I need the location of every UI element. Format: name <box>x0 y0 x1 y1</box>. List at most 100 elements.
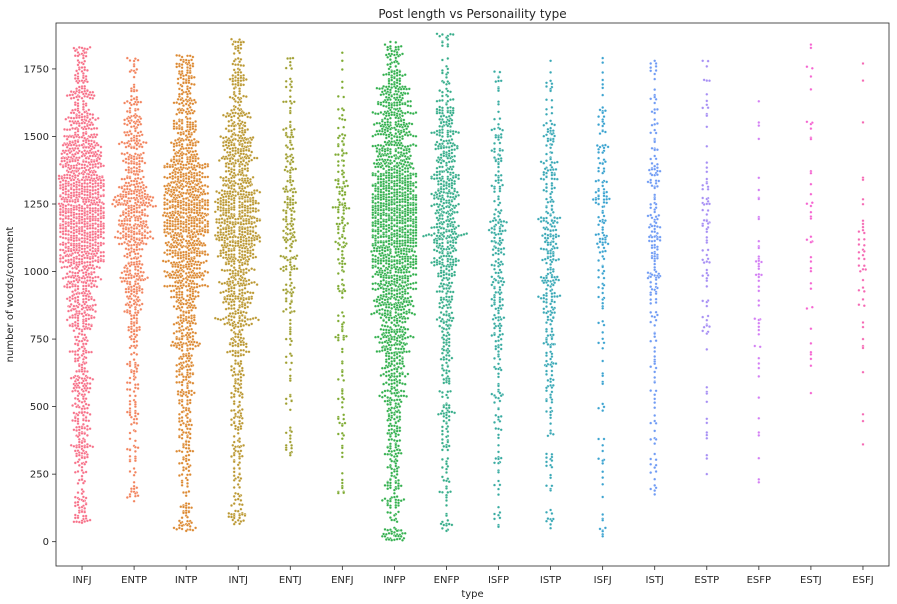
data-point-intj <box>231 82 235 86</box>
data-point-intp <box>192 82 196 87</box>
data-point-intj <box>236 354 240 358</box>
data-point-entp <box>128 223 132 227</box>
data-point-intj <box>224 169 228 173</box>
data-point-infj <box>66 249 71 253</box>
data-point-entp <box>135 303 139 307</box>
data-point-intp <box>187 132 191 136</box>
data-point-intp <box>171 205 175 209</box>
data-point-infj <box>95 159 99 163</box>
data-point-intj <box>246 210 250 214</box>
data-point-infj <box>88 45 92 49</box>
data-point-intp <box>171 224 175 228</box>
data-point-infj <box>73 449 77 453</box>
data-point-intj <box>228 272 232 276</box>
data-point-enfj <box>340 329 344 333</box>
data-point-entp <box>129 297 133 301</box>
data-point-intj <box>228 280 232 284</box>
data-point-intp <box>175 154 179 158</box>
data-point-infj <box>81 314 85 318</box>
data-point-entp <box>135 321 139 325</box>
data-point-infj <box>81 342 85 346</box>
data-point-infj <box>69 135 73 139</box>
data-point-intp <box>187 192 191 196</box>
data-point-intj <box>247 282 251 286</box>
data-point-intp <box>172 180 176 185</box>
data-point-infp <box>387 93 391 97</box>
data-point-intp <box>190 521 194 525</box>
data-point-entp <box>136 265 140 269</box>
data-point-intp <box>190 281 194 285</box>
data-point-enfj <box>338 236 342 240</box>
data-point-intj <box>219 249 223 253</box>
data-point-intj <box>227 124 231 128</box>
data-point-enfj <box>340 172 344 176</box>
data-point-intj <box>239 507 243 511</box>
data-point-enfj <box>340 249 344 253</box>
data-point-infj <box>81 372 85 376</box>
data-point-intp <box>172 188 176 192</box>
data-point-infp <box>406 104 410 108</box>
data-point-intj <box>228 159 232 163</box>
data-point-infp <box>375 86 379 90</box>
data-point-entp <box>133 280 137 284</box>
data-point-entp <box>135 169 139 173</box>
data-point-intj <box>243 141 247 145</box>
data-point-entp <box>140 262 144 267</box>
data-point-intp <box>185 157 190 161</box>
data-point-infj <box>84 132 88 136</box>
data-point-infj <box>80 221 84 225</box>
data-point-enfj <box>340 481 344 485</box>
data-point-infj <box>72 213 76 217</box>
data-point-infj <box>72 329 76 333</box>
data-point-enfj <box>336 144 340 148</box>
data-point-intp <box>176 238 180 242</box>
data-point-infj <box>93 181 98 185</box>
data-point-intj <box>238 305 242 309</box>
data-point-infj <box>73 388 77 393</box>
data-point-entp <box>133 198 137 202</box>
data-point-intj <box>244 145 248 149</box>
data-point-infj <box>99 220 103 224</box>
data-point-entp <box>127 243 131 247</box>
data-point-entp <box>125 281 129 286</box>
data-point-intj <box>231 235 235 239</box>
data-point-intp <box>181 468 186 472</box>
data-point-entp <box>141 151 146 155</box>
data-point-infj <box>87 313 91 317</box>
data-point-entp <box>132 97 136 101</box>
data-point-infj <box>99 150 103 155</box>
data-point-intp <box>198 254 202 258</box>
data-point-enfj <box>342 378 346 382</box>
data-point-intj <box>238 419 242 423</box>
data-point-intj <box>244 239 248 243</box>
data-point-infj <box>76 140 80 144</box>
data-point-intp <box>181 265 186 269</box>
data-point-infj <box>88 208 92 212</box>
data-point-intp <box>190 146 194 150</box>
data-point-intp <box>202 233 206 238</box>
data-point-infj <box>61 183 65 187</box>
data-point-infj <box>83 426 87 430</box>
data-point-intp <box>198 271 202 275</box>
data-point-entj <box>290 216 294 220</box>
data-point-intj <box>248 251 252 255</box>
data-point-entp <box>129 125 133 129</box>
data-point-entp <box>132 262 136 266</box>
data-point-infj <box>76 146 80 151</box>
data-point-intj <box>232 198 236 203</box>
data-point-infj <box>71 140 75 144</box>
data-point-entp <box>119 236 123 240</box>
data-point-entp <box>133 445 137 449</box>
data-point-intp <box>180 331 184 335</box>
data-point-entj <box>288 147 292 151</box>
data-point-infj <box>75 248 79 252</box>
data-point-infj <box>87 403 91 407</box>
data-point-intp <box>184 220 188 224</box>
data-point-infj <box>73 357 77 361</box>
data-point-intj <box>225 217 229 221</box>
data-point-entp <box>120 197 124 201</box>
data-point-intp <box>171 216 175 220</box>
data-point-intp <box>161 213 165 217</box>
data-point-enfj <box>336 417 340 421</box>
